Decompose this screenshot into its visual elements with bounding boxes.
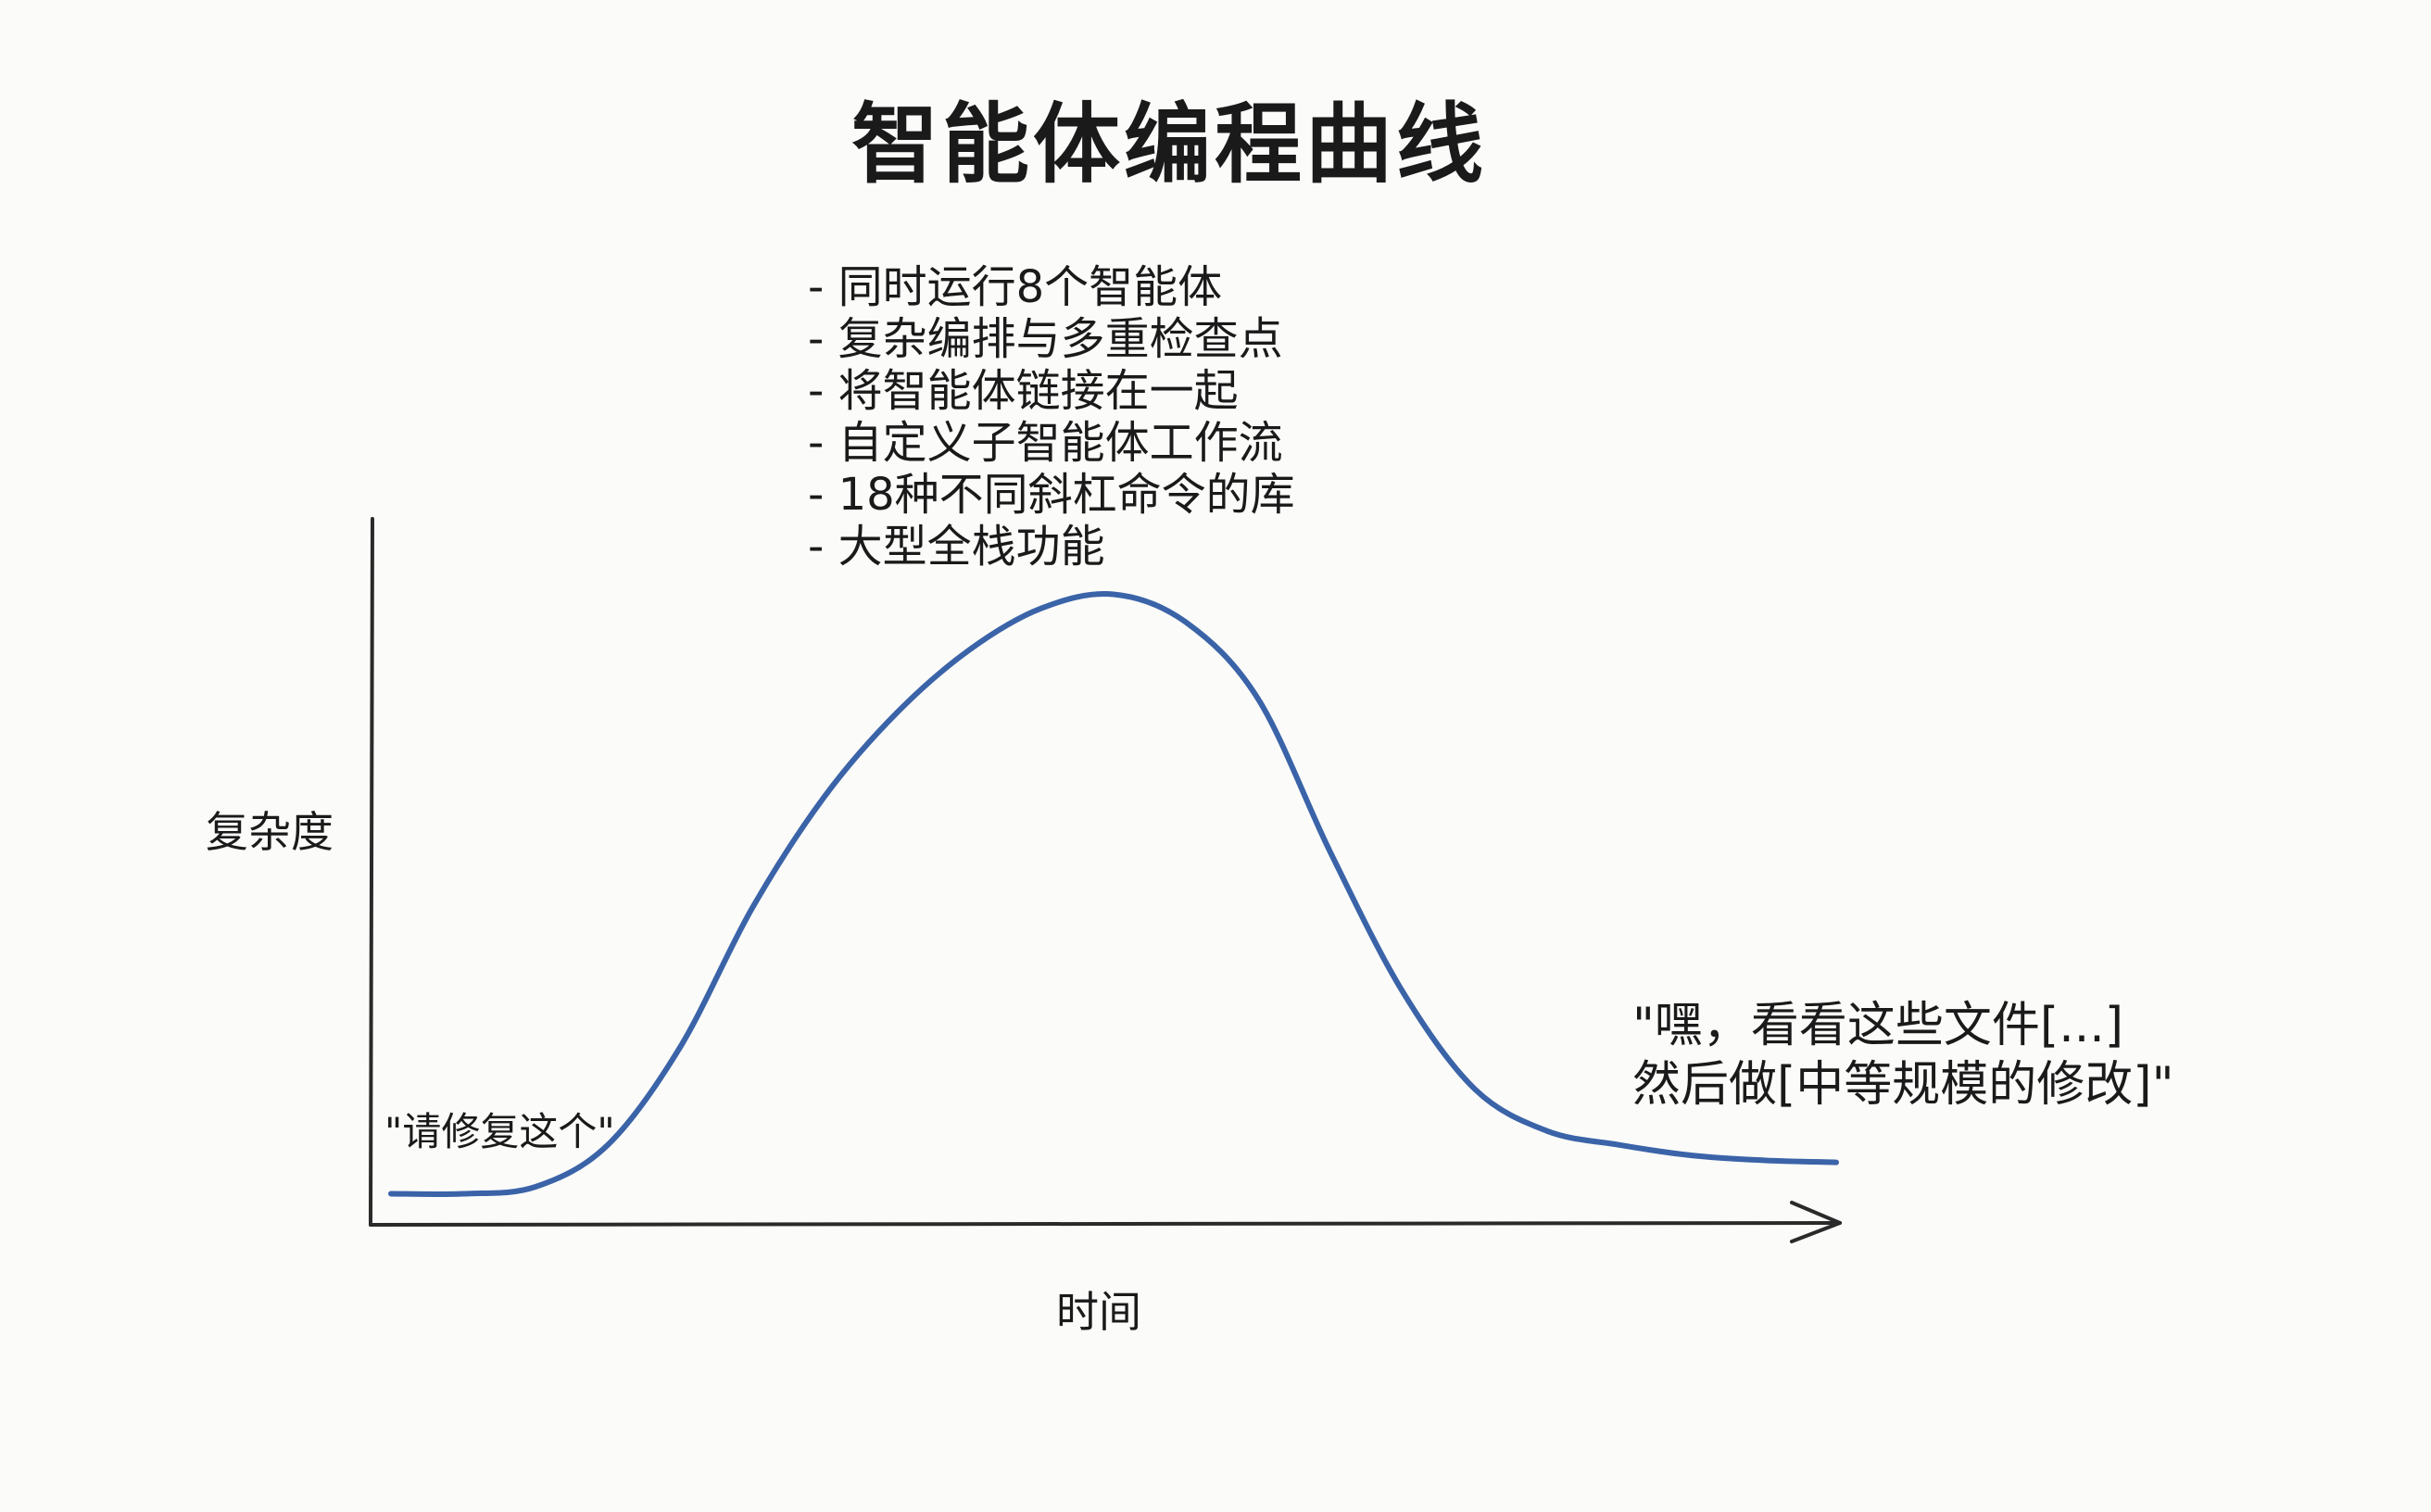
x-axis <box>369 1221 1842 1227</box>
y-axis <box>369 517 374 1227</box>
chart-title: 智能体编程曲线 <box>850 94 1487 195</box>
x-axis-arrowhead <box>1790 1201 1842 1243</box>
y-axis-label: 复杂度 <box>206 807 334 857</box>
peak-note: - 复杂编排与多重检查点 <box>808 313 1283 365</box>
peak-note: - 大型全栈功能 <box>808 521 1105 573</box>
end-quote-line: "嘿，看看这些文件[...] <box>1632 998 2124 1053</box>
peak-note: - 自定义子智能体工作流 <box>808 417 1283 469</box>
end-quote-annotation: "嘿，看看这些文件[...] 然后做[中等规模的修改]" <box>1632 996 2174 1115</box>
peak-note: - 同时运行8个智能体 <box>808 261 1223 313</box>
peak-note: - 18种不同斜杠命令的库 <box>808 469 1295 521</box>
x-axis-label: 时间 <box>1056 1287 1141 1337</box>
series-line <box>388 591 1839 1198</box>
peak-note: - 将智能体链接在一起 <box>808 365 1239 417</box>
start-quote-annotation: "请修复这个" <box>384 1109 615 1154</box>
peak-notes: - 同时运行8个智能体 - 复杂编排与多重检查点 - 将智能体链接在一起 - 自… <box>808 261 1295 573</box>
end-quote-line: 然后做[中等规模的修改]" <box>1632 1057 2174 1113</box>
